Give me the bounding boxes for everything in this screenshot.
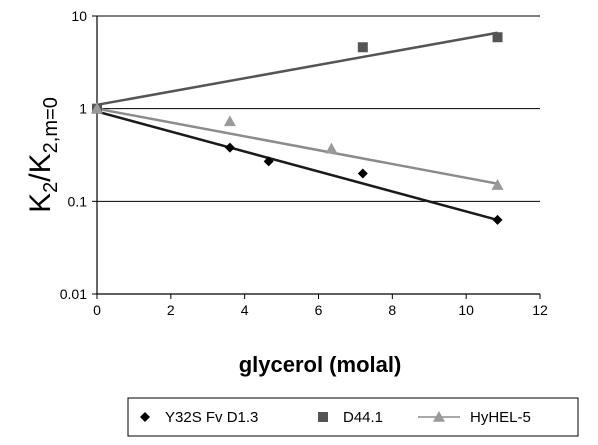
data-point-diamond (263, 156, 274, 167)
data-point-triangle (223, 115, 236, 127)
legend-box (127, 397, 579, 437)
legend-marker-triangle (433, 411, 445, 422)
legend-marker-square (318, 412, 328, 422)
y-axis-title-sub2: 2,m=0 (40, 97, 62, 153)
plot-area: 0 2 4 6 8 10 12 0.01 0.1 1 10 (60, 8, 548, 318)
axes (92, 15, 541, 299)
gridlines (97, 15, 540, 202)
data-point-triangle (491, 179, 504, 190)
x-tick-label: 4 (241, 302, 249, 318)
data-point-square (357, 42, 368, 53)
y-tick-label: 1 (79, 101, 87, 117)
y-axis-title: K2/K2,m=0 (24, 97, 62, 213)
trendline-square (96, 31, 498, 107)
x-tick-label: 8 (388, 302, 396, 318)
y-tick-labels: 0.01 0.1 1 10 (60, 8, 87, 302)
x-tick-labels: 0 2 4 6 8 10 12 (93, 302, 548, 318)
legend-label: HyHEL-5 (470, 409, 531, 426)
trendlines (96, 31, 498, 222)
y-axis-title-main: K (24, 193, 57, 213)
data-point-triangle (325, 142, 338, 154)
legend-items: Y32S Fv D1.3 D44.1 HyHEL-5 (140, 409, 531, 426)
legend-marker-diamond (140, 412, 150, 422)
legend: Y32S Fv D1.3 D44.1 HyHEL-5 (127, 397, 579, 437)
data-point-triangle (91, 102, 103, 114)
data-point-diamond (224, 142, 235, 153)
legend-label: D44.1 (343, 409, 383, 426)
data-point-diamond (357, 168, 368, 179)
markers (91, 32, 504, 225)
y-tick-label: 10 (71, 8, 87, 24)
x-tick-label: 10 (458, 302, 474, 318)
x-axis-title: glycerol (molal) (239, 352, 402, 377)
y-tick-label: 0.01 (60, 286, 87, 302)
trendline-diamond (96, 110, 498, 222)
x-tick-label: 0 (93, 302, 101, 318)
x-tick-label: 6 (315, 302, 323, 318)
y-axis-title-sub1: 2 (40, 182, 62, 193)
trendline-triangle (96, 107, 498, 185)
data-point-diamond (492, 214, 503, 225)
y-tick-label: 0.1 (68, 193, 88, 209)
data-point-square (492, 32, 503, 43)
y-axis-title-mid: /K (24, 153, 57, 181)
x-tick-label: 2 (167, 302, 175, 318)
x-tick-label: 12 (532, 302, 548, 318)
legend-label: Y32S Fv D1.3 (165, 409, 258, 426)
